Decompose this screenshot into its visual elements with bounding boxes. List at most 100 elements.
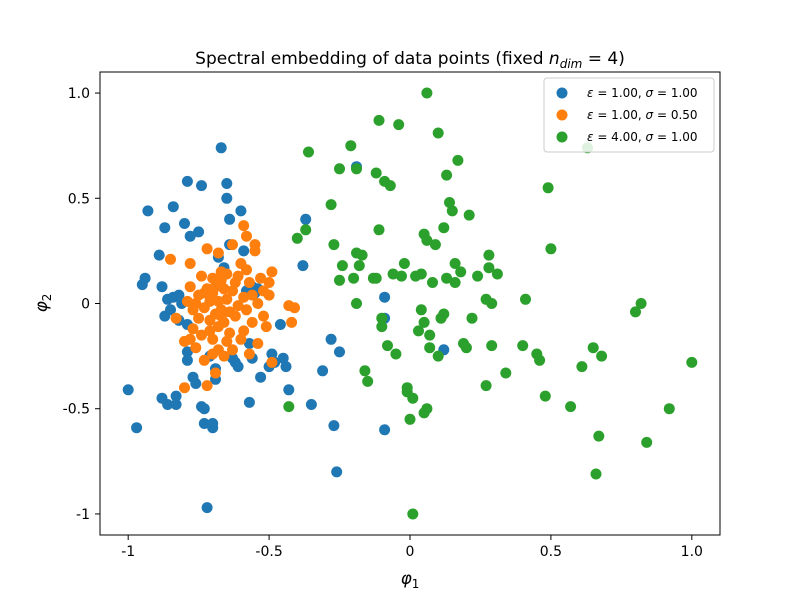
data-point bbox=[444, 197, 455, 208]
data-point bbox=[424, 329, 436, 341]
x-axis-label-var: φ bbox=[401, 569, 413, 589]
data-point bbox=[184, 333, 196, 345]
data-point bbox=[449, 277, 461, 288]
chart-title-suffix: = 4) bbox=[582, 49, 625, 69]
data-point bbox=[418, 316, 430, 328]
data-point bbox=[207, 272, 219, 284]
data-point bbox=[280, 361, 292, 373]
data-point bbox=[232, 270, 244, 282]
data-point bbox=[334, 163, 345, 175]
data-point bbox=[201, 243, 213, 255]
data-point bbox=[252, 338, 264, 349]
data-point bbox=[196, 180, 207, 192]
data-point bbox=[590, 468, 602, 480]
legend-marker-series-2 bbox=[556, 109, 568, 121]
data-point bbox=[258, 310, 269, 322]
data-point bbox=[246, 289, 258, 301]
data-point bbox=[362, 375, 374, 387]
data-point bbox=[441, 169, 453, 181]
data-point bbox=[334, 274, 345, 286]
data-point bbox=[122, 384, 134, 396]
data-point bbox=[170, 399, 182, 410]
data-point bbox=[480, 380, 492, 392]
x-tick-label: -0.5 bbox=[255, 544, 282, 560]
data-point bbox=[249, 239, 261, 251]
data-point bbox=[266, 356, 278, 368]
data-point bbox=[187, 323, 199, 335]
x-axis-ticks: -1 -0.5 0 0.5 1.0 bbox=[121, 535, 703, 560]
data-point bbox=[421, 87, 433, 99]
data-point bbox=[345, 140, 357, 152]
data-point bbox=[641, 436, 653, 448]
data-point bbox=[441, 272, 453, 284]
data-point bbox=[384, 180, 396, 192]
data-point bbox=[500, 367, 512, 379]
legend-label-series-1: ε = 1.00, σ = 1.00 bbox=[587, 86, 698, 100]
data-point bbox=[238, 245, 250, 257]
data-point bbox=[198, 354, 210, 366]
data-point bbox=[255, 371, 267, 383]
data-point bbox=[255, 272, 267, 284]
data-point bbox=[396, 270, 407, 282]
data-point bbox=[325, 199, 337, 211]
data-point bbox=[266, 266, 278, 278]
data-point bbox=[438, 308, 450, 320]
data-point bbox=[520, 293, 531, 305]
data-point bbox=[334, 346, 345, 358]
data-point bbox=[190, 378, 202, 389]
legend: ε = 1.00, σ = 1.00 ε = 1.00, σ = 0.50 ε … bbox=[543, 77, 715, 153]
data-point bbox=[212, 295, 224, 307]
data-point bbox=[196, 270, 207, 282]
data-point bbox=[376, 321, 388, 333]
series-1 bbox=[122, 142, 450, 514]
chart-title: Spectral embedding of data points (fixed… bbox=[195, 49, 625, 71]
data-point bbox=[686, 356, 698, 368]
chart-title-var: n bbox=[549, 49, 560, 69]
data-point bbox=[587, 342, 599, 354]
data-point bbox=[227, 239, 238, 251]
data-point bbox=[274, 319, 286, 330]
data-point bbox=[630, 306, 641, 318]
data-point bbox=[235, 205, 247, 217]
series-2 bbox=[165, 220, 300, 394]
data-point bbox=[198, 418, 210, 429]
chart-title-sub: dim bbox=[560, 57, 583, 71]
data-point bbox=[207, 333, 219, 345]
data-point bbox=[181, 295, 193, 307]
data-point bbox=[455, 266, 467, 278]
data-point bbox=[407, 392, 419, 404]
data-point bbox=[427, 277, 438, 288]
data-point bbox=[351, 298, 362, 309]
data-point bbox=[429, 239, 441, 251]
data-point bbox=[218, 283, 230, 295]
data-point bbox=[539, 390, 551, 402]
legend-box bbox=[543, 77, 715, 153]
data-point bbox=[246, 316, 258, 328]
data-point bbox=[227, 285, 238, 297]
data-point bbox=[486, 340, 498, 352]
data-point bbox=[221, 192, 233, 204]
data-point bbox=[432, 350, 444, 362]
data-point bbox=[224, 327, 236, 339]
data-point bbox=[229, 310, 241, 322]
legend-label-series-2: ε = 1.00, σ = 0.50 bbox=[587, 108, 698, 122]
data-point bbox=[159, 222, 171, 234]
data-point bbox=[156, 281, 168, 293]
data-point bbox=[483, 249, 495, 261]
data-point bbox=[263, 289, 275, 301]
data-point bbox=[356, 249, 368, 261]
data-point bbox=[235, 333, 247, 345]
data-point bbox=[421, 403, 433, 415]
data-point bbox=[207, 418, 219, 429]
data-point bbox=[212, 247, 224, 259]
data-point bbox=[534, 354, 546, 366]
y-tick-label: -0.5 bbox=[63, 402, 90, 418]
data-point bbox=[379, 291, 391, 303]
data-point bbox=[351, 163, 362, 175]
data-point bbox=[204, 325, 216, 337]
data-point bbox=[390, 348, 402, 360]
y-tick-label: 1.0 bbox=[68, 86, 90, 102]
legend-label-series-3: ε = 4.00, σ = 1.00 bbox=[587, 130, 698, 144]
data-point bbox=[379, 424, 391, 436]
